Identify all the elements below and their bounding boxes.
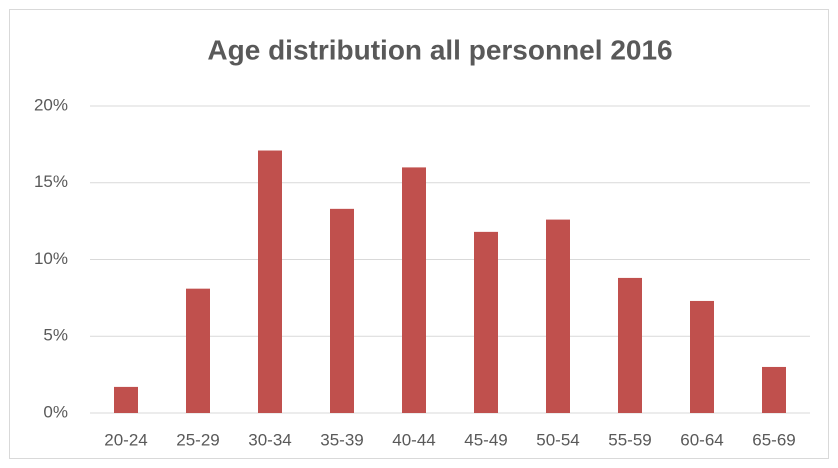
x-tick-label: 45-49 <box>464 430 507 449</box>
x-tick-label: 55-59 <box>608 430 651 449</box>
bar <box>186 288 210 413</box>
x-tick-label: 65-69 <box>752 430 795 449</box>
bar <box>402 167 426 413</box>
x-tick-label: 35-39 <box>320 430 363 449</box>
bar <box>618 277 642 413</box>
x-tick-label: 30-34 <box>248 430 291 449</box>
bar <box>258 150 282 413</box>
x-tick-label: 40-44 <box>392 430 435 449</box>
y-tick-label: 15% <box>34 172 68 191</box>
x-tick-label: 50-54 <box>536 430 579 449</box>
y-tick-label: 20% <box>34 95 68 114</box>
bar <box>114 386 138 413</box>
bar <box>546 219 570 413</box>
bar <box>690 300 714 413</box>
bar <box>474 231 498 413</box>
x-tick-label: 25-29 <box>176 430 219 449</box>
chart-title: Age distribution all personnel 2016 <box>207 34 672 65</box>
y-tick-label: 0% <box>43 402 68 421</box>
y-tick-label: 5% <box>43 326 68 345</box>
x-tick-label: 20-24 <box>104 430 147 449</box>
x-tick-label: 60-64 <box>680 430 723 449</box>
y-tick-label: 10% <box>34 249 68 268</box>
bar <box>762 366 786 413</box>
bar <box>330 208 354 413</box>
